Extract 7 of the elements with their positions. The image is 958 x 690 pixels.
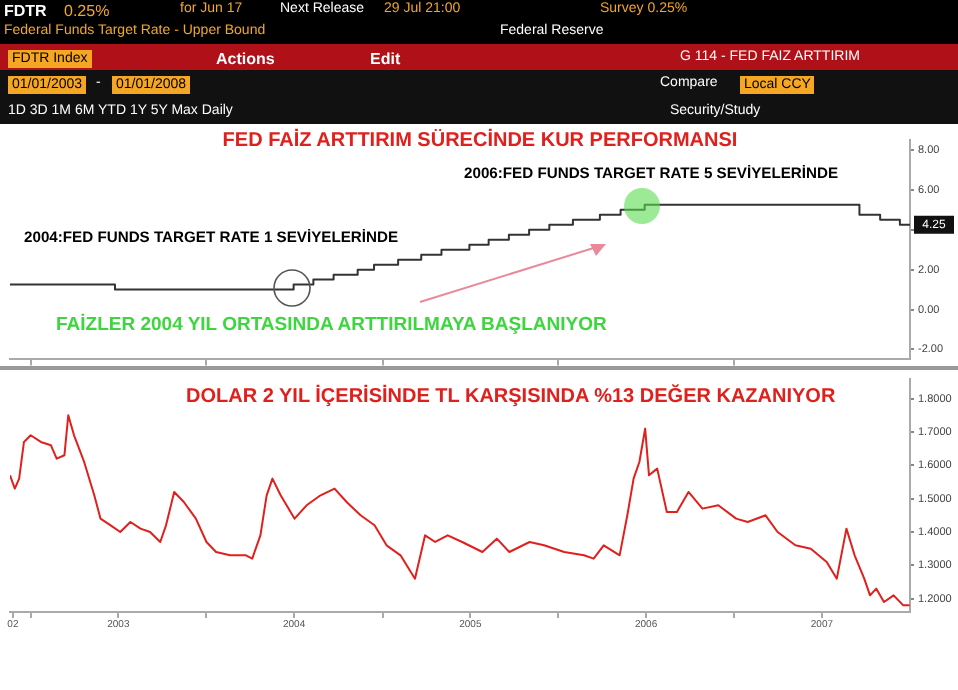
chart-title: DOLAR 2 YIL İÇERİSİNDE TL KARŞISINDA %13 DEĞER KAZANIYOR [186, 386, 836, 408]
text: Actions [216, 50, 275, 68]
text: 0.25% [64, 2, 110, 20]
annotation: FAİZLER 2004 YIL ORTASINDA ARTTIRILMAYA BAŞLANIYOR [56, 314, 607, 336]
chart-title: FED FAİZ ARTTIRIM SÜRECİNDE KUR PERFORMANSI [222, 130, 738, 152]
text: Edit [370, 50, 401, 68]
text: FDTR [4, 2, 47, 20]
